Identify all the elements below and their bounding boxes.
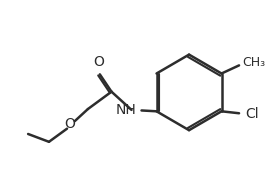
Text: O: O [93,55,104,69]
Text: NH: NH [116,103,136,117]
Text: O: O [64,117,75,132]
Text: CH₃: CH₃ [242,56,265,69]
Text: Cl: Cl [245,107,259,121]
